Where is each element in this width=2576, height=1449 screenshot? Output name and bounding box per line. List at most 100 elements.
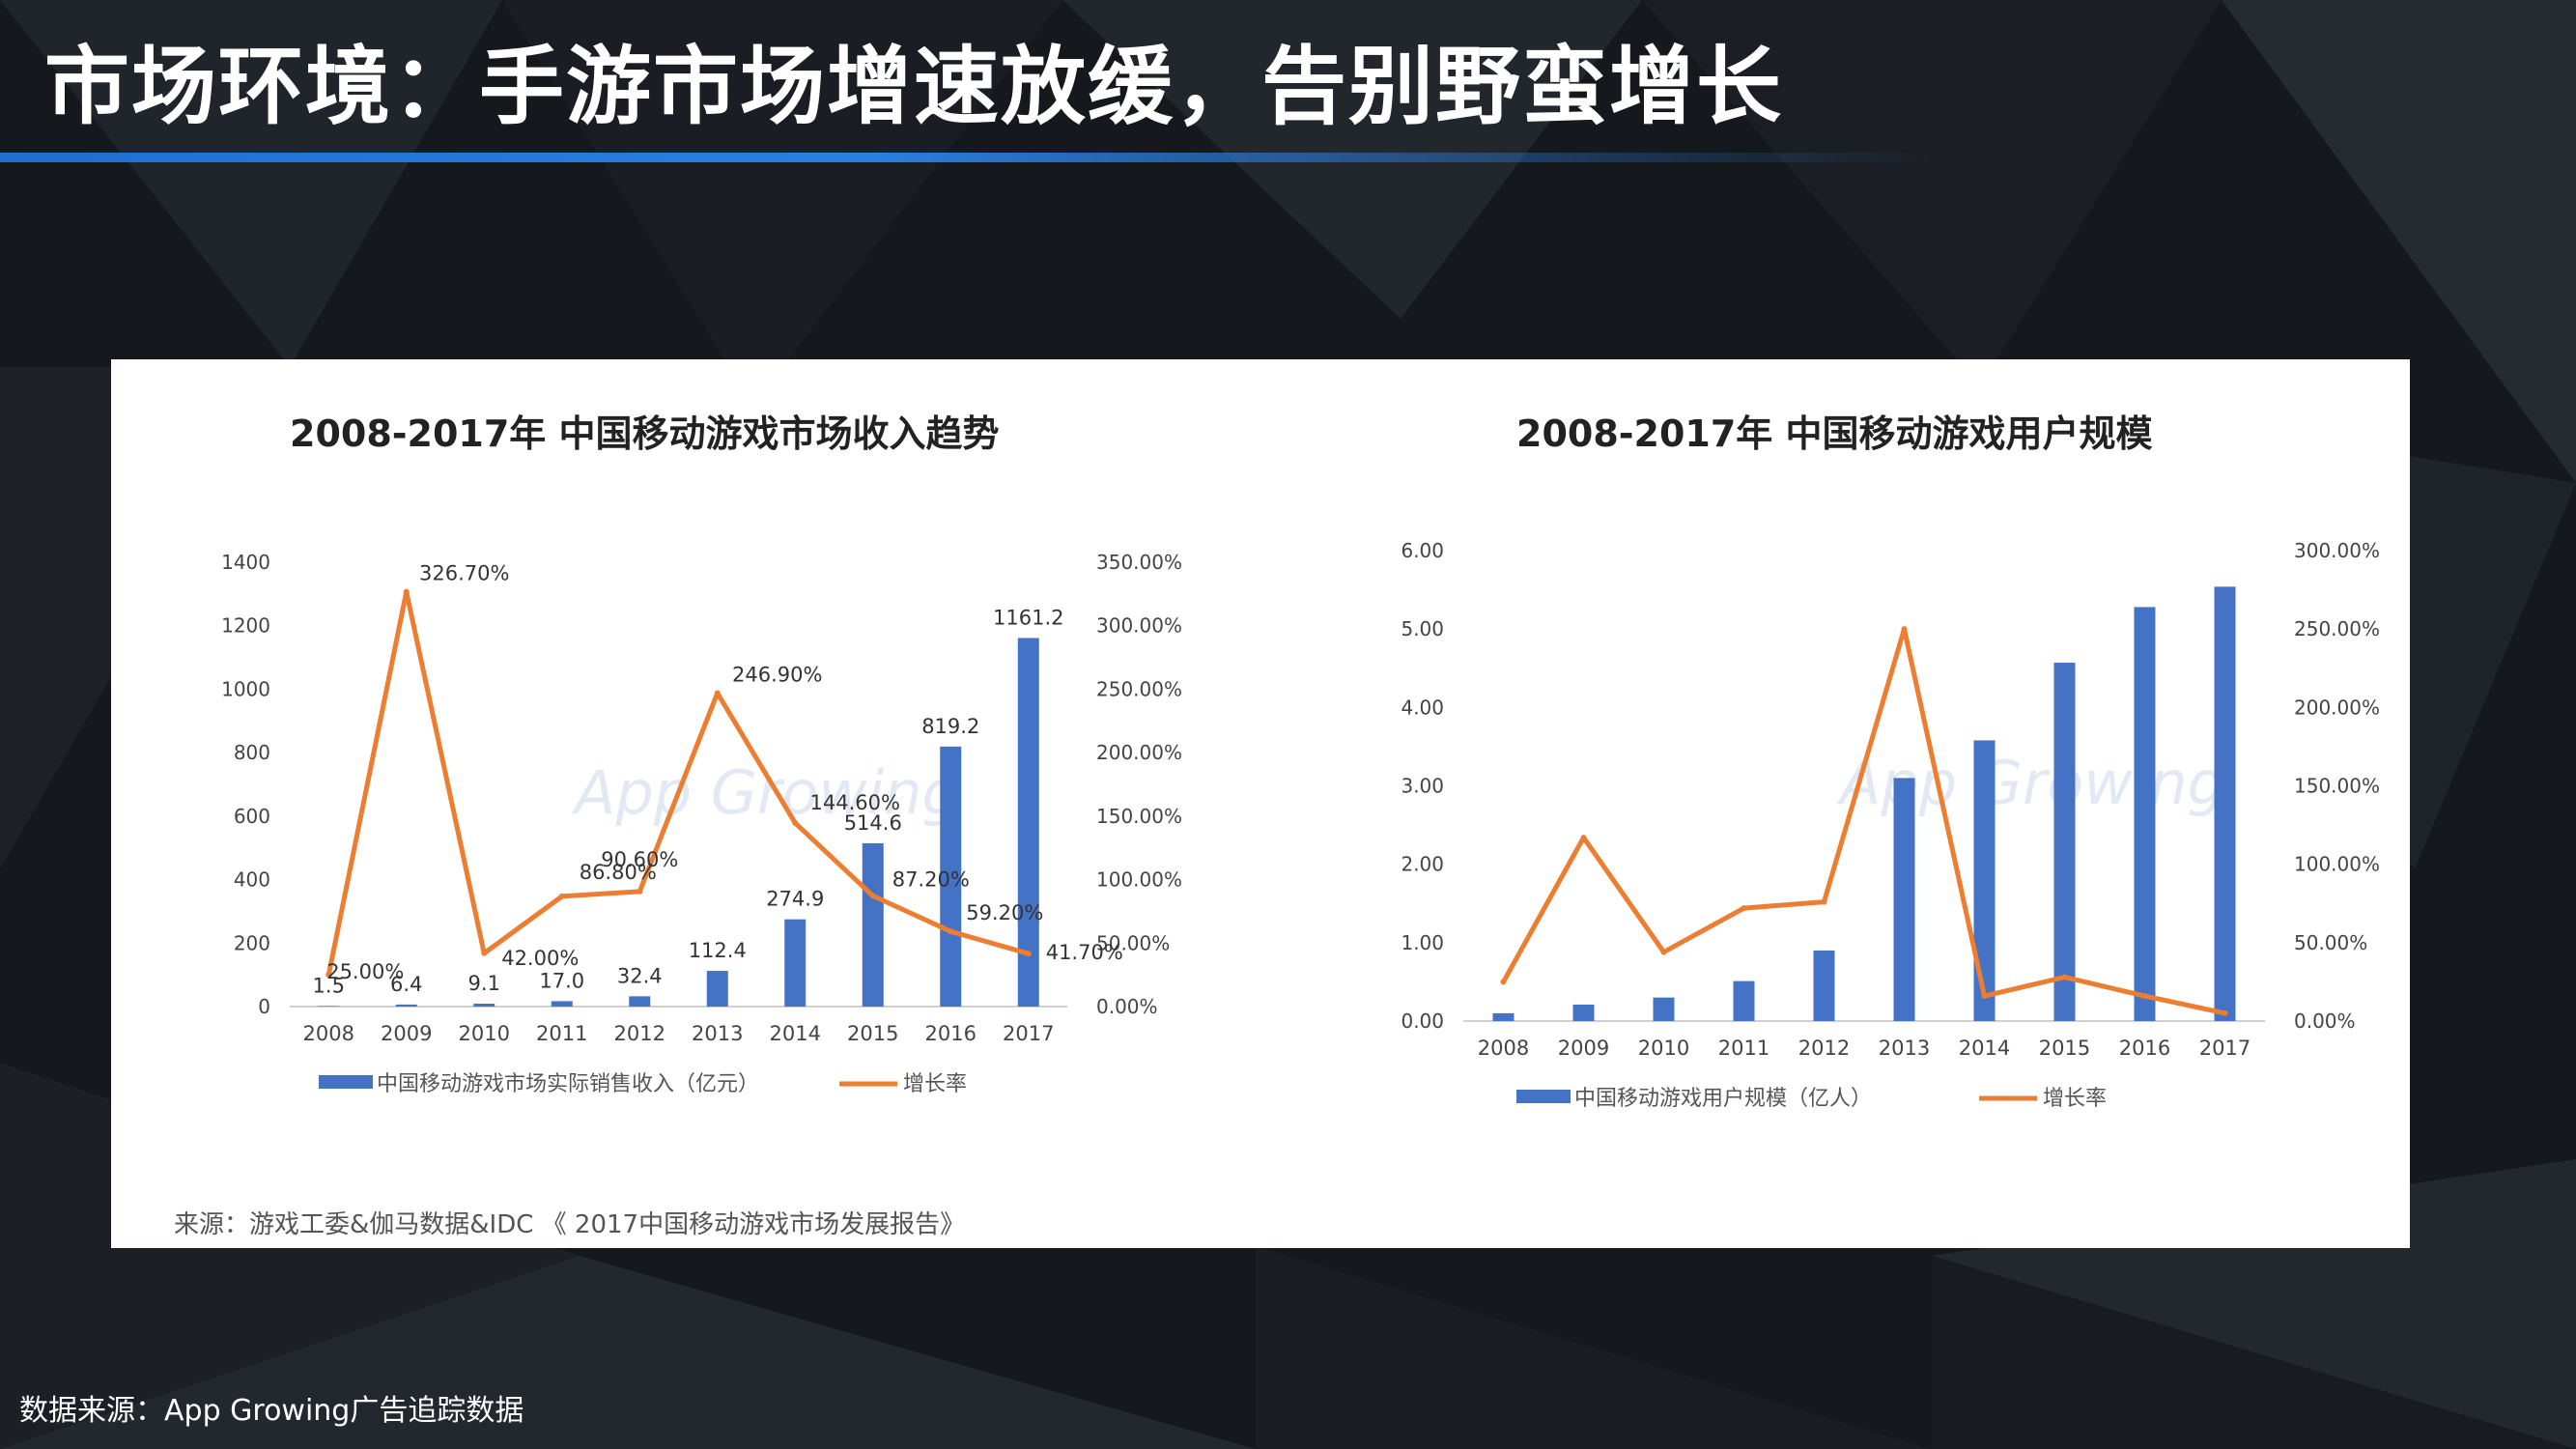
chart-title: 2008-2017年 中国移动游戏市场收入趋势 bbox=[290, 412, 1000, 455]
bar-value-label: 6.4 bbox=[390, 973, 422, 996]
bar bbox=[784, 919, 807, 1007]
bar bbox=[1813, 950, 1835, 1021]
category-tick-label: 2016 bbox=[2119, 1037, 2170, 1060]
right-axis-tick-label: 250.00% bbox=[2294, 617, 2380, 640]
growth-rate-point bbox=[1821, 898, 1827, 905]
growth-rate-point bbox=[792, 819, 799, 826]
growth-rate-point bbox=[1500, 979, 1507, 985]
category-tick-label: 2010 bbox=[1638, 1037, 1689, 1060]
right-axis-tick-label: 50.00% bbox=[2294, 931, 2367, 954]
footer-note: 数据来源：App Growing广告追踪数据 bbox=[19, 1394, 524, 1428]
right-axis-tick-label: 300.00% bbox=[2294, 539, 2380, 562]
left-axis-tick-label: 6.00 bbox=[1401, 539, 1444, 562]
category-tick-label: 2016 bbox=[925, 1022, 977, 1045]
bar bbox=[2214, 586, 2236, 1021]
category-tick-label: 2014 bbox=[770, 1022, 821, 1045]
category-tick-label: 2008 bbox=[303, 1022, 354, 1045]
growth-rate-point bbox=[637, 888, 643, 895]
bar bbox=[940, 746, 962, 1007]
category-tick-label: 2011 bbox=[536, 1022, 587, 1045]
left-axis-tick-label: 600 bbox=[234, 805, 270, 828]
category-tick-label: 2010 bbox=[459, 1022, 510, 1045]
bar bbox=[629, 996, 651, 1007]
right-axis-tick-label: 200.00% bbox=[1096, 741, 1182, 764]
bar-value-label: 112.4 bbox=[689, 939, 747, 962]
left-axis-tick-label: 4.00 bbox=[1401, 696, 1444, 719]
growth-rate-point bbox=[1025, 951, 1032, 957]
growth-rate-label: 90.60% bbox=[601, 848, 678, 871]
bar-value-label: 274.9 bbox=[766, 888, 824, 911]
growth-rate-point bbox=[1981, 993, 1988, 1000]
right-axis-tick-label: 150.00% bbox=[1096, 805, 1182, 828]
bar bbox=[2053, 663, 2076, 1021]
bar-value-label: 1161.2 bbox=[993, 606, 1063, 629]
category-tick-label: 2017 bbox=[2199, 1037, 2250, 1060]
legend-line-label: 增长率 bbox=[2043, 1087, 2107, 1111]
growth-rate-point bbox=[481, 950, 488, 956]
category-tick-label: 2013 bbox=[1879, 1037, 1930, 1060]
growth-rate-point bbox=[714, 690, 721, 696]
bar bbox=[1973, 740, 1996, 1021]
category-tick-label: 2009 bbox=[381, 1022, 432, 1045]
legend-bar-label: 中国移动游戏用户规模（亿人） bbox=[1574, 1087, 1872, 1111]
category-tick-label: 2013 bbox=[692, 1022, 743, 1045]
growth-rate-label: 246.90% bbox=[732, 664, 822, 687]
growth-rate-point bbox=[558, 893, 565, 899]
category-tick-label: 2017 bbox=[1003, 1022, 1054, 1045]
bar-value-label: 1.5 bbox=[313, 975, 345, 998]
growth-rate-point bbox=[2141, 993, 2148, 1000]
right-axis-tick-label: 0.00% bbox=[2294, 1009, 2356, 1033]
right-axis-tick-label: 50.00% bbox=[1096, 931, 1170, 954]
bar bbox=[706, 971, 728, 1007]
source-note: 来源：游戏工委&伽马数据&IDC 《 2017中国移动游戏市场发展报告》 bbox=[174, 1210, 966, 1239]
right-axis-tick-label: 0.00% bbox=[1096, 995, 1158, 1018]
bar bbox=[1017, 638, 1039, 1007]
growth-rate-point bbox=[326, 972, 332, 979]
left-axis-tick-label: 1200 bbox=[221, 614, 270, 638]
left-axis-tick-label: 2.00 bbox=[1401, 853, 1444, 876]
category-tick-label: 2008 bbox=[1478, 1037, 1529, 1060]
revenue-chart: 2008-2017年 中国移动游戏市场收入趋势 App Growing 0 200 40… bbox=[111, 359, 1260, 1190]
bar bbox=[1653, 997, 1675, 1021]
legend-bar-swatch bbox=[319, 1075, 373, 1089]
category-tick-label: 2015 bbox=[2039, 1037, 2090, 1060]
growth-rate-line bbox=[1501, 626, 2226, 1016]
left-axis-tick-label: 0.00 bbox=[1401, 1009, 1444, 1033]
category-tick-label: 2012 bbox=[614, 1022, 665, 1045]
growth-rate-point bbox=[1901, 626, 1908, 633]
growth-rate-label: 87.20% bbox=[892, 867, 970, 891]
right-axis-tick-label: 200.00% bbox=[2294, 696, 2380, 719]
bar bbox=[473, 1004, 495, 1007]
growth-rate-point bbox=[869, 893, 876, 899]
growth-rate-point bbox=[1580, 835, 1587, 841]
category-tick-label: 2009 bbox=[1558, 1037, 1609, 1060]
growth-rate-point bbox=[948, 928, 954, 935]
bar bbox=[1492, 1012, 1514, 1021]
growth-rate-label: 41.70% bbox=[1046, 941, 1123, 964]
legend-line-label: 增长率 bbox=[903, 1072, 967, 1096]
chart-panel: 2008-2017年 中国移动游戏市场收入趋势 App Growing 0 200 40… bbox=[111, 359, 2410, 1248]
bar bbox=[1572, 1004, 1595, 1021]
category-tick-label: 2012 bbox=[1798, 1037, 1850, 1060]
right-axis-tick-label: 350.00% bbox=[1096, 551, 1182, 574]
bar-value-label: 9.1 bbox=[468, 972, 500, 995]
left-axis-tick-label: 800 bbox=[234, 741, 270, 764]
right-axis-tick-label: 250.00% bbox=[1096, 677, 1182, 700]
growth-rate-point bbox=[2222, 1009, 2228, 1016]
growth-rate-label: 86.80% bbox=[580, 861, 657, 884]
category-tick-label: 2014 bbox=[1959, 1037, 2010, 1060]
right-axis-tick-label: 100.00% bbox=[2294, 853, 2380, 876]
bar-value-label: 32.4 bbox=[617, 964, 663, 987]
users-chart: 2008-2017年 中国移动游戏用户规模 App Growing 0.00 1.00… bbox=[1260, 359, 2410, 1190]
right-axis-tick-label: 100.00% bbox=[1096, 868, 1182, 892]
growth-rate-label: 25.00% bbox=[326, 960, 404, 983]
left-axis-tick-label: 1400 bbox=[221, 551, 270, 574]
growth-rate-line bbox=[326, 589, 1030, 976]
bar bbox=[1893, 778, 1915, 1021]
growth-rate-point bbox=[2061, 974, 2068, 980]
left-axis-tick-label: 400 bbox=[234, 868, 270, 892]
title-underline bbox=[0, 153, 1932, 162]
growth-rate-point bbox=[403, 588, 410, 595]
bar bbox=[395, 1004, 417, 1007]
growth-rate-label: 59.20% bbox=[966, 901, 1043, 924]
